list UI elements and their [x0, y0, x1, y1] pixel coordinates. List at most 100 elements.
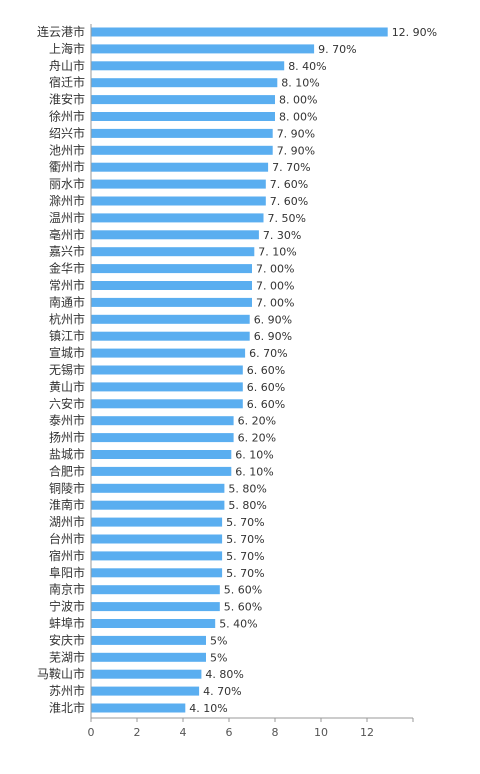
- bar: [91, 500, 225, 510]
- value-label: 8. 10%: [281, 77, 319, 90]
- category-label: 绍兴市: [49, 125, 85, 140]
- value-label: 9. 70%: [318, 43, 356, 56]
- category-label: 滁州市: [49, 193, 85, 208]
- value-labels: 12. 90% 9. 70% 8. 40% 8. 10% 8. 00% 8. 00% 7. …: [189, 26, 437, 715]
- bar: [91, 568, 223, 578]
- bar: [91, 196, 266, 206]
- category-label: 淮北市: [49, 700, 85, 715]
- value-label: 5%: [210, 634, 227, 647]
- bar: [91, 27, 388, 37]
- value-label: 7. 00%: [256, 280, 294, 293]
- category-label: 淮安市: [49, 92, 85, 107]
- category-label: 上海市: [49, 41, 85, 56]
- value-label: 8. 40%: [288, 60, 326, 73]
- value-label: 5. 60%: [224, 601, 262, 614]
- category-label: 黄山市: [49, 379, 85, 394]
- value-label: 8. 00%: [279, 111, 317, 124]
- x-tick-label: 4: [180, 726, 187, 739]
- category-label: 宁波市: [49, 599, 85, 614]
- value-label: 7. 30%: [263, 229, 301, 242]
- value-label: 6. 60%: [247, 364, 285, 377]
- value-label: 6. 20%: [238, 415, 276, 428]
- value-label: 4. 70%: [203, 685, 241, 698]
- bar: [91, 450, 232, 459]
- bar: [91, 602, 220, 612]
- category-label: 池州市: [49, 142, 85, 157]
- category-label: 淮南市: [49, 497, 85, 512]
- category-label: 衢州市: [49, 159, 85, 174]
- category-label: 六安市: [49, 396, 85, 411]
- value-label: 6. 10%: [235, 465, 273, 478]
- value-label: 6. 60%: [247, 398, 285, 411]
- bar: [91, 585, 220, 595]
- category-label: 南京市: [49, 582, 85, 597]
- value-label: 7. 90%: [277, 127, 315, 140]
- bar: [91, 95, 275, 105]
- category-label: 宣城市: [49, 345, 85, 360]
- x-tick-label: 2: [134, 726, 141, 739]
- category-label: 杭州市: [49, 311, 85, 326]
- bar: [91, 314, 250, 324]
- bar: [91, 551, 223, 561]
- bar: [91, 44, 315, 54]
- value-label: 5. 40%: [219, 618, 257, 631]
- bar: [91, 433, 234, 443]
- bar: [91, 669, 202, 679]
- bar: [91, 619, 216, 628]
- bar: [91, 382, 243, 392]
- value-label: 6. 60%: [247, 381, 285, 394]
- value-label: 6. 90%: [254, 313, 292, 326]
- category-label: 宿州市: [49, 548, 85, 563]
- category-label: 芜湖市: [49, 649, 85, 664]
- category-label: 连云港市: [37, 24, 85, 39]
- value-label: 5%: [210, 651, 227, 664]
- value-label: 5. 70%: [226, 550, 264, 563]
- x-tick-label: 10: [314, 726, 328, 739]
- x-tick-label: 12: [360, 726, 374, 739]
- bar: [91, 399, 243, 409]
- value-label: 4. 10%: [189, 702, 227, 715]
- category-label: 嘉兴市: [49, 244, 85, 259]
- category-labels: 连云港市上海市舟山市宿迁市淮安市徐州市绍兴市池州市衢州市丽水市滁州市温州市亳州市…: [37, 24, 85, 715]
- bar: [91, 466, 232, 476]
- value-label: 7. 90%: [277, 144, 315, 157]
- bar: [91, 112, 275, 121]
- bar: [91, 331, 250, 341]
- category-label: 盐城市: [49, 447, 85, 462]
- x-tick-label: 0: [88, 726, 95, 739]
- value-label: 7. 50%: [268, 212, 306, 225]
- category-label: 湖州市: [49, 514, 85, 529]
- value-label: 6. 90%: [254, 330, 292, 343]
- bar: [91, 145, 273, 155]
- value-label: 7. 00%: [256, 263, 294, 276]
- category-label: 常州市: [49, 278, 85, 293]
- value-label: 6. 20%: [238, 432, 276, 445]
- category-label: 泰州市: [49, 413, 85, 428]
- category-label: 丽水市: [49, 176, 85, 191]
- bar: [91, 635, 206, 645]
- value-label: 8. 00%: [279, 94, 317, 107]
- bar: [91, 230, 259, 240]
- value-label: 7. 60%: [270, 195, 308, 208]
- value-label: 5. 80%: [228, 482, 266, 495]
- x-tick-label: 8: [272, 726, 279, 739]
- category-label: 镇江市: [49, 328, 85, 343]
- bar: [91, 297, 252, 307]
- bar: [91, 213, 264, 223]
- x-tick-label: 6: [226, 726, 233, 739]
- bar: [91, 416, 234, 426]
- category-label: 舟山市: [49, 58, 85, 73]
- category-label: 无锡市: [49, 362, 85, 377]
- value-label: 5. 70%: [226, 567, 264, 580]
- category-label: 台州市: [49, 531, 85, 546]
- bar: [91, 483, 225, 493]
- value-label: 7. 70%: [272, 161, 310, 174]
- bar: [91, 686, 200, 696]
- bar: [91, 365, 243, 375]
- bar: [91, 61, 285, 71]
- bar: [91, 179, 266, 189]
- category-label: 温州市: [49, 210, 85, 225]
- category-label: 阜阳市: [49, 565, 85, 580]
- category-label: 合肥市: [49, 463, 85, 478]
- bar: [91, 162, 269, 172]
